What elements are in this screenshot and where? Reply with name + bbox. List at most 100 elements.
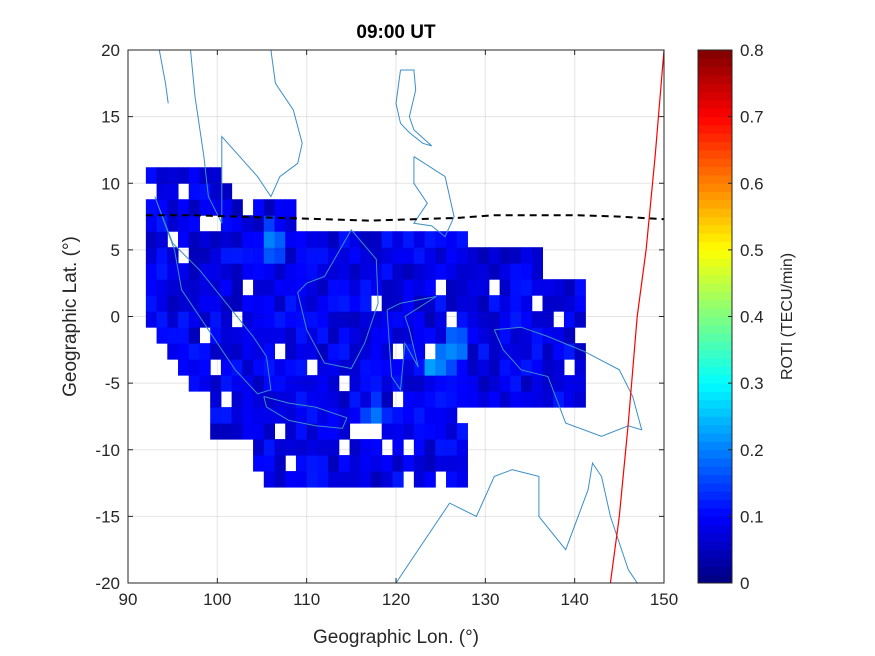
roti-cell-478	[510, 279, 522, 296]
roti-cell-181	[285, 375, 297, 392]
roti-cell-402	[446, 471, 458, 488]
roti-cell-101	[231, 375, 243, 392]
roti-cell-349	[403, 343, 415, 360]
colorbar-swatch-53	[698, 133, 732, 143]
roti-cell-282	[349, 263, 361, 280]
y-tick-label-0: -20	[95, 574, 120, 593]
roti-cell-243	[328, 423, 340, 440]
roti-cell-61	[199, 279, 211, 296]
roti-cell-321	[381, 343, 393, 360]
roti-cell-23	[167, 295, 179, 312]
roti-cell-414	[446, 263, 458, 280]
roti-cell-2	[145, 279, 158, 296]
roti-cell-397	[435, 311, 447, 328]
roti-cell-416	[446, 231, 458, 248]
roti-cell-522	[574, 391, 586, 408]
roti-cell-35	[178, 295, 190, 312]
roti-cell-499	[531, 247, 544, 264]
roti-cell-520	[563, 295, 576, 312]
roti-cell-310	[370, 279, 383, 296]
roti-cell-264	[338, 311, 351, 328]
roti-cell-429	[456, 263, 468, 280]
roti-cell-413	[446, 279, 458, 296]
roti-cell-70	[210, 391, 222, 408]
colorbar-tick-label-4: 0.4	[740, 308, 764, 327]
roti-cell-22	[167, 311, 179, 328]
roti-cell-306	[370, 359, 383, 376]
roti-cell-315	[381, 455, 393, 472]
roti-cell-110	[231, 215, 243, 232]
roti-cell-434	[467, 359, 479, 376]
roti-cell-236	[317, 279, 329, 296]
roti-cell-291	[360, 359, 372, 376]
roti-cell-50	[188, 247, 200, 264]
colorbar-swatch-44	[698, 208, 732, 217]
roti-cell-448	[478, 295, 490, 312]
roti-cell-56	[199, 375, 211, 392]
roti-cell-525	[574, 343, 586, 360]
roti-cell-301	[370, 455, 383, 472]
roti-cell-388	[435, 455, 447, 472]
roti-cell-419	[456, 439, 468, 456]
roti-cell-11	[156, 295, 168, 312]
roti-cell-271	[349, 455, 361, 472]
roti-cell-242	[328, 439, 340, 456]
roti-cell-392	[435, 391, 447, 408]
roti-cell-276	[349, 359, 361, 376]
roti-cell-314	[381, 471, 393, 488]
roti-cell-489	[521, 263, 533, 280]
roti-cell-230	[317, 375, 329, 392]
roti-cell-98	[231, 423, 243, 440]
roti-cell-440	[467, 263, 479, 280]
roti-cell-425	[456, 327, 468, 344]
colorbar-swatch-47	[698, 183, 732, 192]
roti-cell-60	[199, 295, 211, 312]
roti-cell-409	[446, 359, 458, 376]
roti-cell-232	[317, 343, 329, 360]
roti-cell-116	[242, 359, 254, 376]
roti-cell-183	[285, 343, 297, 360]
colorbar-swatch-10	[698, 491, 732, 501]
roti-cell-53	[188, 199, 200, 216]
coastline-1	[263, 396, 348, 429]
roti-cell-5	[145, 231, 158, 248]
roti-cell-333	[392, 407, 404, 424]
roti-cell-249	[328, 327, 340, 344]
roti-cell-361	[413, 407, 426, 424]
roti-cell-296	[360, 279, 372, 296]
roti-cell-481	[521, 391, 533, 408]
roti-cell-247	[328, 359, 340, 376]
colorbar-swatch-16	[698, 441, 732, 451]
roti-cell-151	[263, 327, 276, 344]
roti-cell-0	[145, 311, 158, 328]
roti-cell-406	[446, 407, 458, 424]
roti-cell-498	[531, 263, 544, 280]
roti-cell-370	[413, 263, 426, 280]
roti-cell-286	[360, 455, 372, 472]
colorbar-swatch-62	[698, 58, 732, 68]
roti-cell-408	[446, 375, 458, 392]
roti-cell-85	[220, 375, 233, 392]
roti-cell-266	[338, 279, 351, 296]
roti-cell-255	[328, 231, 340, 248]
roti-cell-394	[435, 359, 447, 376]
roti-cell-328	[381, 231, 393, 248]
roti-cell-55	[188, 167, 200, 184]
colorbar-swatch-6	[698, 524, 732, 534]
roti-cell-117	[242, 343, 254, 360]
colorbar-tick-label-2: 0.2	[740, 441, 764, 460]
roti-cell-303	[370, 407, 383, 424]
colorbar-swatch-41	[698, 233, 732, 242]
roti-cell-49	[188, 263, 200, 280]
roti-cell-400	[435, 247, 447, 264]
roti-cell-336	[392, 327, 404, 344]
roti-cell-238	[317, 247, 329, 264]
roti-cell-3	[145, 263, 158, 280]
roti-cell-32	[178, 343, 190, 360]
roti-cell-483	[521, 359, 533, 376]
roti-cell-234	[317, 311, 329, 328]
roti-cell-457	[488, 311, 501, 328]
colorbar-swatch-55	[698, 116, 732, 126]
colorbar-swatch-5	[698, 533, 732, 542]
